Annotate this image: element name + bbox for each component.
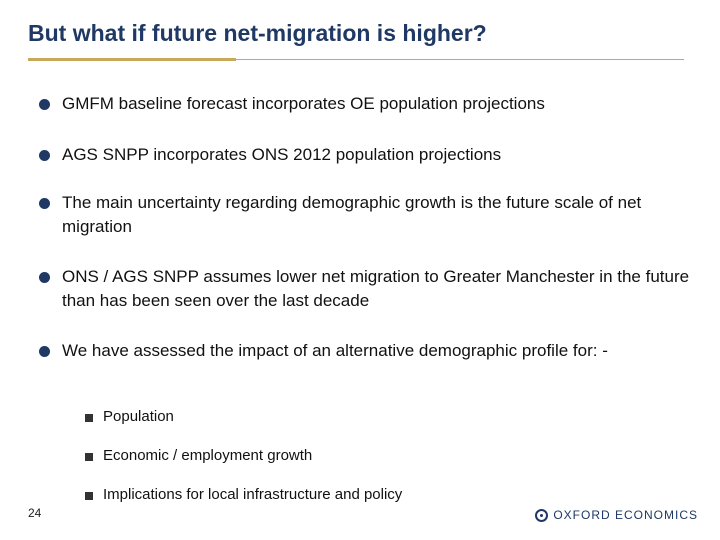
bullet-dot-icon: [39, 272, 50, 283]
title-divider: [28, 59, 684, 60]
square-bullet-icon: [85, 414, 93, 422]
bullet-item: AGS SNPP incorporates ONS 2012 populatio…: [39, 143, 501, 167]
square-bullet-icon: [85, 453, 93, 461]
logo-text: OXFORD ECONOMICS: [553, 508, 698, 522]
bullet-text: AGS SNPP incorporates ONS 2012 populatio…: [62, 145, 502, 164]
bullet-text: ONS / AGS SNPP assumes lower net migrati…: [62, 267, 690, 310]
bullet-item: ONS / AGS SNPP assumes lower net migrati…: [39, 265, 699, 313]
bullet-item: GMFM baseline forecast incorporates OE p…: [39, 92, 545, 116]
sub-bullet-text: Implications for local infrastructure an…: [103, 486, 403, 503]
bullet-text: GMFM baseline forecast incorporates OE p…: [62, 94, 545, 113]
bullet-text: We have assessed the impact of an altern…: [62, 341, 608, 360]
sub-bullet-item: Implications for local infrastructure an…: [85, 485, 402, 505]
sub-bullet-text: Population: [103, 408, 174, 425]
bullet-dot-icon: [39, 99, 50, 110]
bullet-dot-icon: [39, 150, 50, 161]
sub-bullet-text: Economic / employment growth: [103, 447, 313, 464]
oxford-economics-logo: OXFORD ECONOMICS: [535, 508, 698, 522]
title-divider-accent: [28, 58, 236, 61]
sub-bullet-item: Population: [85, 407, 174, 427]
bullet-dot-icon: [39, 346, 50, 357]
sub-bullet-item: Economic / employment growth: [85, 446, 312, 466]
square-bullet-icon: [85, 492, 93, 500]
bullet-dot-icon: [39, 198, 50, 209]
bullet-item: We have assessed the impact of an altern…: [39, 339, 608, 363]
logo-mark-icon: [535, 508, 549, 522]
page-number: 24: [28, 506, 42, 520]
bullet-item: The main uncertainty regarding demograph…: [39, 191, 699, 239]
bullet-text: The main uncertainty regarding demograph…: [62, 193, 642, 236]
slide-title: But what if future net-migration is high…: [28, 20, 487, 46]
